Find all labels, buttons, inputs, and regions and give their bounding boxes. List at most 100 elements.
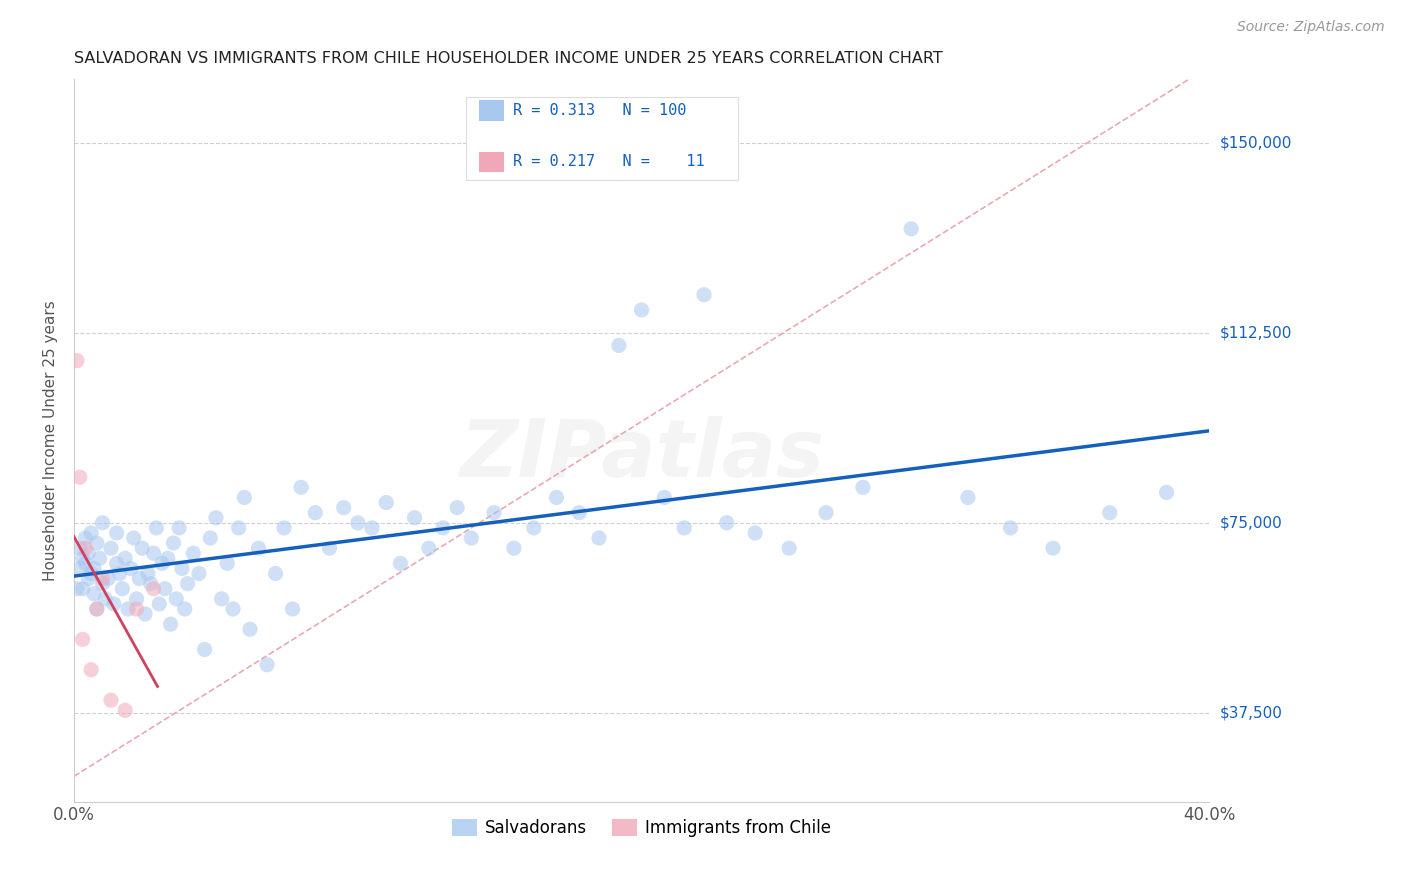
Point	[211, 591, 233, 606]
Y-axis label: Householder Income Under 25 years: Householder Income Under 25 years	[44, 300, 58, 581]
Point	[131, 541, 153, 556]
Text: $75,000: $75,000	[1220, 516, 1282, 531]
Point	[256, 657, 278, 672]
Point	[503, 541, 526, 556]
Point	[693, 287, 716, 301]
Point	[72, 551, 94, 566]
Point	[86, 536, 108, 550]
Text: ZIPatlas: ZIPatlas	[460, 416, 824, 494]
Point	[136, 566, 159, 581]
Point	[217, 557, 239, 571]
Point	[281, 602, 304, 616]
Point	[105, 525, 128, 540]
Point	[69, 561, 91, 575]
Point	[778, 541, 800, 556]
Point	[75, 531, 97, 545]
Point	[128, 572, 150, 586]
Point	[150, 557, 173, 571]
Point	[165, 591, 187, 606]
Point	[187, 566, 209, 581]
Point	[404, 510, 426, 524]
Point	[446, 500, 468, 515]
Point	[89, 551, 111, 566]
Point	[114, 703, 136, 717]
Point	[607, 338, 630, 352]
Text: $150,000: $150,000	[1220, 136, 1292, 150]
Point	[156, 551, 179, 566]
Point	[375, 495, 398, 509]
Point	[630, 302, 652, 317]
Point	[432, 521, 454, 535]
Point	[482, 506, 505, 520]
Legend: Salvadorans, Immigrants from Chile: Salvadorans, Immigrants from Chile	[446, 813, 838, 844]
Point	[956, 491, 979, 505]
FancyBboxPatch shape	[479, 152, 505, 172]
Point	[332, 500, 354, 515]
Text: $112,500: $112,500	[1220, 326, 1292, 340]
Point	[125, 602, 148, 616]
Point	[153, 582, 176, 596]
Point	[181, 546, 204, 560]
Point	[86, 602, 108, 616]
Point	[460, 531, 482, 545]
Point	[91, 516, 114, 530]
Point	[744, 525, 766, 540]
Point	[108, 566, 131, 581]
Point	[159, 617, 181, 632]
Point	[134, 607, 156, 621]
FancyBboxPatch shape	[479, 100, 505, 120]
Point	[83, 587, 105, 601]
Point	[222, 602, 245, 616]
Point	[83, 561, 105, 575]
Point	[588, 531, 610, 545]
Point	[145, 521, 167, 535]
Point	[100, 693, 122, 707]
Point	[523, 521, 546, 535]
FancyBboxPatch shape	[465, 97, 738, 180]
Point	[205, 510, 228, 524]
Point	[111, 582, 134, 596]
Point	[170, 561, 193, 575]
Point	[546, 491, 568, 505]
Point	[66, 353, 89, 368]
Text: Source: ZipAtlas.com: Source: ZipAtlas.com	[1237, 20, 1385, 34]
Point	[148, 597, 170, 611]
Point	[105, 557, 128, 571]
Point	[69, 470, 91, 484]
Point	[69, 541, 91, 556]
Point	[91, 572, 114, 586]
Point	[652, 491, 675, 505]
Point	[77, 572, 100, 586]
Text: SALVADORAN VS IMMIGRANTS FROM CHILE HOUSEHOLDER INCOME UNDER 25 YEARS CORRELATIO: SALVADORAN VS IMMIGRANTS FROM CHILE HOUS…	[75, 51, 943, 66]
Point	[139, 576, 162, 591]
Point	[162, 536, 184, 550]
Point	[94, 591, 117, 606]
Point	[568, 506, 591, 520]
Point	[233, 491, 256, 505]
Point	[273, 521, 295, 535]
Text: R = 0.217   N =    11: R = 0.217 N = 11	[513, 154, 704, 169]
Point	[247, 541, 270, 556]
Point	[80, 566, 103, 581]
Point	[1098, 506, 1121, 520]
Point	[200, 531, 222, 545]
Point	[1156, 485, 1178, 500]
Point	[167, 521, 190, 535]
Point	[173, 602, 195, 616]
Point	[77, 546, 100, 560]
Point	[80, 663, 103, 677]
Point	[318, 541, 340, 556]
Point	[91, 576, 114, 591]
Point	[117, 602, 139, 616]
Point	[239, 622, 262, 636]
Point	[852, 480, 875, 494]
Point	[114, 551, 136, 566]
Point	[97, 572, 120, 586]
Point	[228, 521, 250, 535]
Point	[142, 546, 165, 560]
Point	[72, 632, 94, 647]
Point	[75, 557, 97, 571]
Point	[122, 531, 145, 545]
Point	[1000, 521, 1022, 535]
Point	[304, 506, 326, 520]
